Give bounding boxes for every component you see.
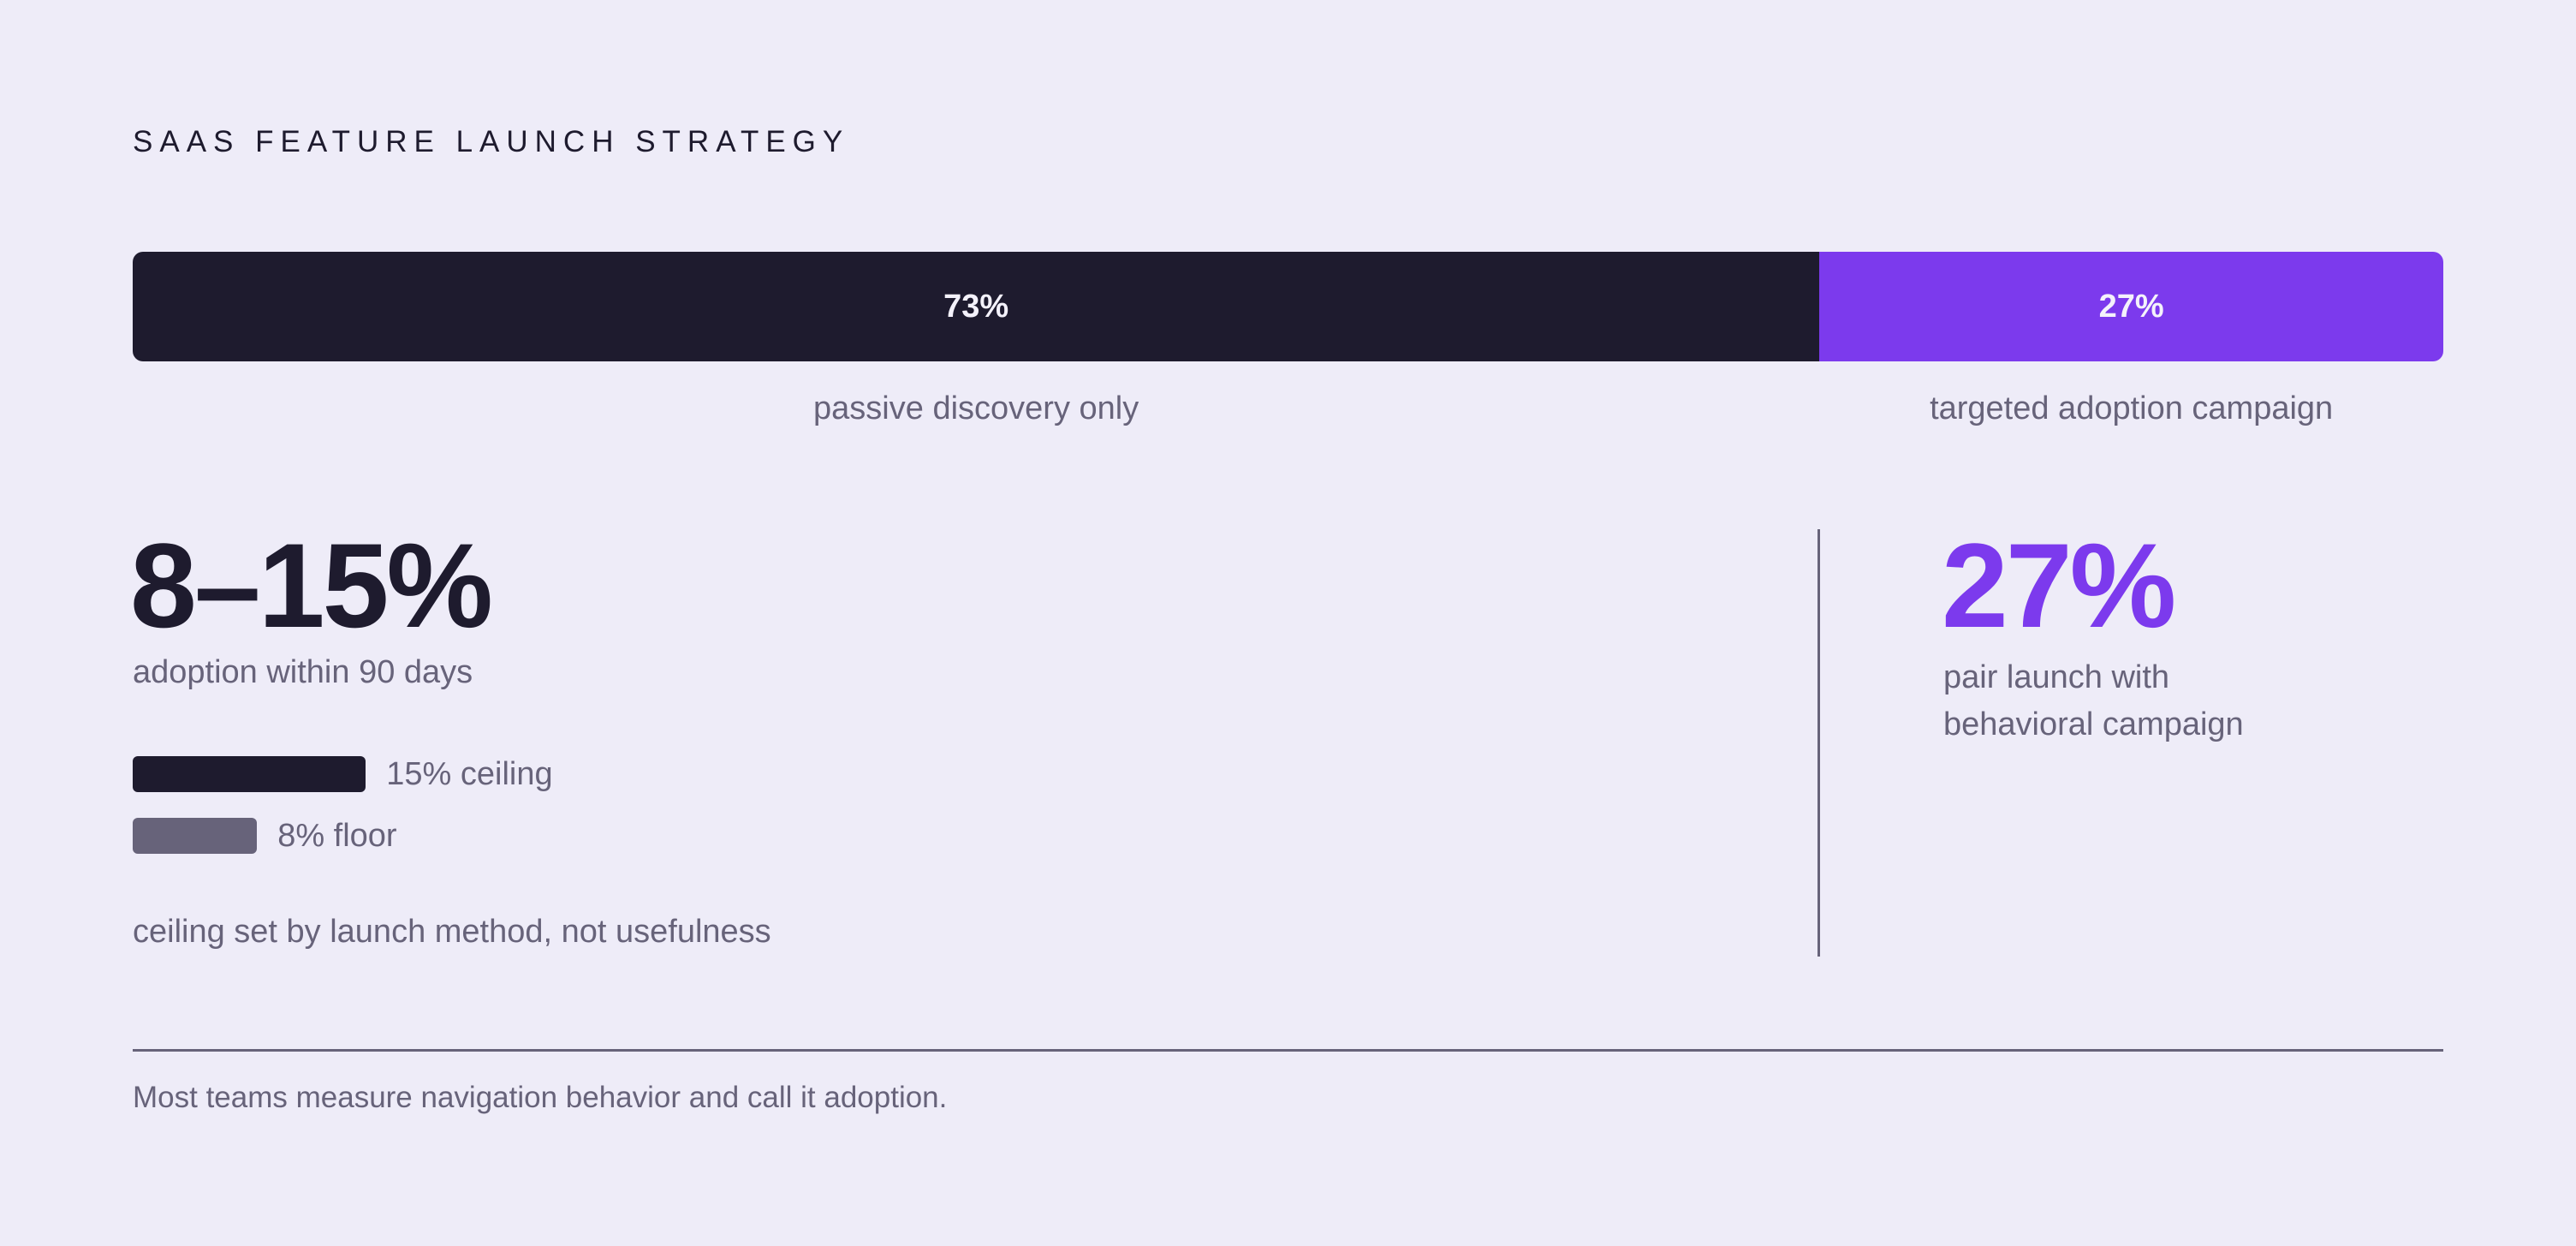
mini-bar <box>133 756 366 792</box>
segment-label: 27% <box>2098 288 2164 325</box>
subtitle-line: pair launch with <box>1943 659 2170 695</box>
mini-bar-row: 15% ceiling <box>133 756 553 792</box>
segment: 73% <box>133 252 1820 361</box>
segment-caption: targeted adoption campaign <box>1930 390 2334 426</box>
headline: 8–15% <box>130 518 493 653</box>
mini-bar <box>133 818 258 854</box>
split-bar: 73% 27% <box>133 252 2443 361</box>
mini-bar-row: 8% floor <box>133 818 397 854</box>
segment-caption: passive discovery only <box>813 390 1139 426</box>
subtitle-line: behavioral campaign <box>1943 706 2244 742</box>
divider <box>1817 529 1820 957</box>
headline: 27% <box>1942 518 2176 653</box>
rule <box>133 1049 2443 1052</box>
note: ceiling set by launch method, not useful… <box>133 914 771 950</box>
mini-bar-label: 8% floor <box>277 817 397 854</box>
segment: 27% <box>1819 252 2443 361</box>
segment-label: 73% <box>943 288 1009 325</box>
subtitle: adoption within 90 days <box>133 654 473 690</box>
mini-bar-label: 15% ceiling <box>386 755 553 792</box>
title: SAAS FEATURE LAUNCH STRATEGY <box>133 125 850 158</box>
footer: Most teams measure navigation behavior a… <box>133 1081 948 1114</box>
subtitle: pair launch with behavioral campaign <box>1943 654 2244 748</box>
